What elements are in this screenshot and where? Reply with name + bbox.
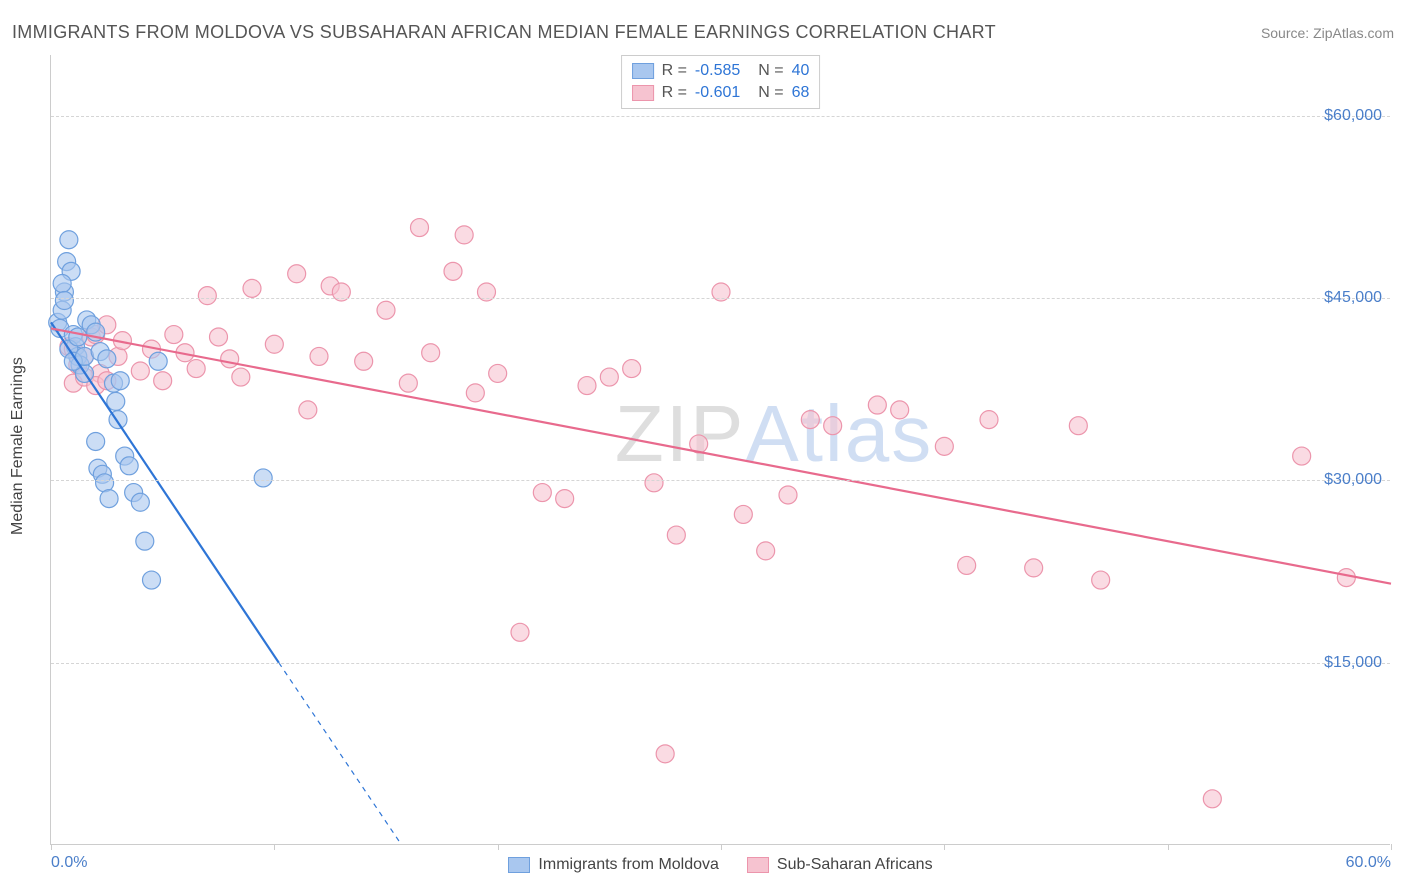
x-tick-label: 0.0% [51,854,87,872]
x-tick-label: 60.0% [1346,854,1391,872]
swatch-icon [632,63,654,79]
y-tick-label: $45,000 [1324,289,1382,307]
legend-row-subsaharan: R = -0.601 N = 68 [632,82,810,104]
correlation-legend: R = -0.585 N = 40 R = -0.601 N = 68 [621,55,821,109]
swatch-icon [747,857,769,873]
source-attribution: Source: ZipAtlas.com [1261,25,1394,41]
swatch-icon [508,857,530,873]
y-tick-label: $15,000 [1324,654,1382,672]
legend-item-subsaharan: Sub-Saharan Africans [747,856,933,874]
y-axis-label: Median Female Earnings [9,357,27,535]
swatch-icon [632,85,654,101]
scatter-plot: ZIPAtlas R = -0.585 N = 40 R = -0.601 N … [50,55,1390,845]
y-tick-label: $30,000 [1324,471,1382,489]
chart-title: IMMIGRANTS FROM MOLDOVA VS SUBSAHARAN AF… [12,22,996,43]
series-legend: Immigrants from Moldova Sub-Saharan Afri… [51,856,1390,874]
y-tick-label: $60,000 [1324,107,1382,125]
legend-row-moldova: R = -0.585 N = 40 [632,60,810,82]
chart-canvas [51,55,1390,844]
legend-item-moldova: Immigrants from Moldova [508,856,719,874]
